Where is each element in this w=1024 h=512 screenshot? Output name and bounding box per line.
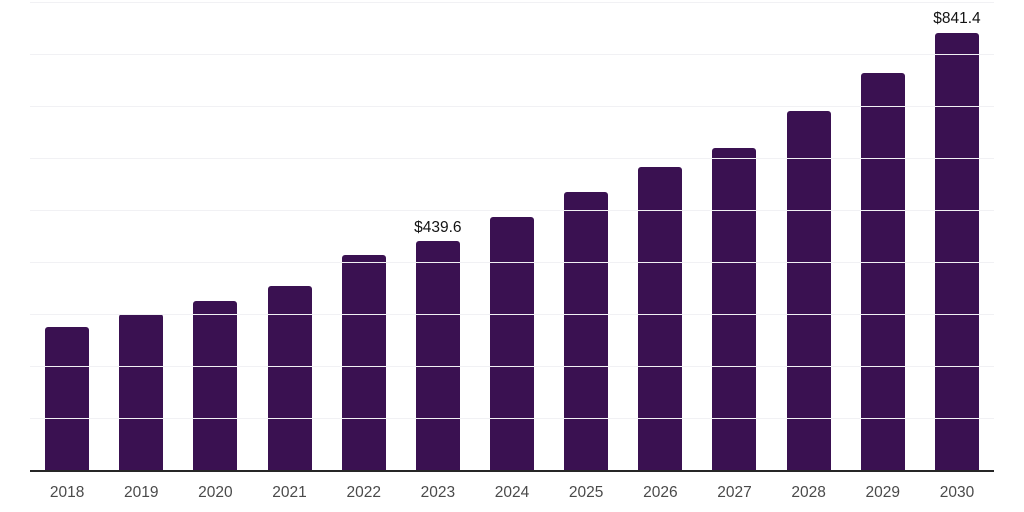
value-label-2030: $841.4 bbox=[933, 10, 981, 27]
bar-slot-2028 bbox=[772, 2, 846, 470]
bar-2027 bbox=[712, 148, 757, 470]
bar-2028 bbox=[786, 111, 831, 470]
x-tick-2021: 2021 bbox=[272, 484, 307, 501]
x-tick-2030: 2030 bbox=[939, 484, 975, 501]
plot-area: $439.6 $841.4 bbox=[30, 2, 994, 472]
bar-2022 bbox=[341, 254, 386, 470]
x-axis-tick-labels: 2018 2019 2020 2021 2022 2023 2024 2025 2026 2027… bbox=[30, 484, 994, 502]
value-label-2023: $439.6 bbox=[414, 218, 462, 236]
bar-slot-2027 bbox=[697, 2, 771, 470]
bar-2023: $439.6 bbox=[414, 220, 462, 470]
bar-2018 bbox=[45, 326, 90, 470]
x-tick-2025: 2025 bbox=[568, 484, 604, 501]
bars-group: $439.6 $841.4 bbox=[30, 2, 994, 470]
bar-slot-2023: $439.6 bbox=[401, 2, 475, 470]
x-tick-2019: 2019 bbox=[123, 484, 159, 501]
bar-2025 bbox=[564, 192, 609, 470]
bar-2021 bbox=[267, 285, 312, 470]
bar-slot-2030: $841.4 bbox=[920, 2, 994, 470]
x-tick-2022: 2022 bbox=[346, 484, 381, 501]
bar-2020 bbox=[193, 301, 238, 470]
x-tick-2026: 2026 bbox=[643, 484, 678, 501]
x-tick-2023: 2023 bbox=[420, 484, 456, 501]
bar-slot-2022 bbox=[327, 2, 401, 470]
x-tick-2029: 2029 bbox=[865, 484, 901, 501]
bar-slot-2024 bbox=[475, 2, 549, 470]
x-tick-2027: 2027 bbox=[717, 484, 752, 501]
bar-2030: $841.4 bbox=[933, 11, 981, 470]
bar-slot-2029 bbox=[846, 2, 920, 470]
bar-slot-2020 bbox=[178, 2, 252, 470]
bar-slot-2025 bbox=[549, 2, 623, 470]
bar-2029 bbox=[860, 72, 905, 470]
bar-2024 bbox=[490, 217, 535, 470]
bar-2026 bbox=[638, 167, 683, 470]
x-tick-2024: 2024 bbox=[494, 484, 530, 501]
x-tick-2028: 2028 bbox=[791, 484, 826, 501]
x-tick-2018: 2018 bbox=[49, 484, 85, 501]
bar-2019 bbox=[119, 314, 164, 470]
bar-slot-2021 bbox=[252, 2, 326, 470]
bar-slot-2026 bbox=[623, 2, 697, 470]
bar-slot-2018 bbox=[30, 2, 104, 470]
x-tick-2020: 2020 bbox=[198, 484, 233, 501]
bar-slot-2019 bbox=[104, 2, 178, 470]
